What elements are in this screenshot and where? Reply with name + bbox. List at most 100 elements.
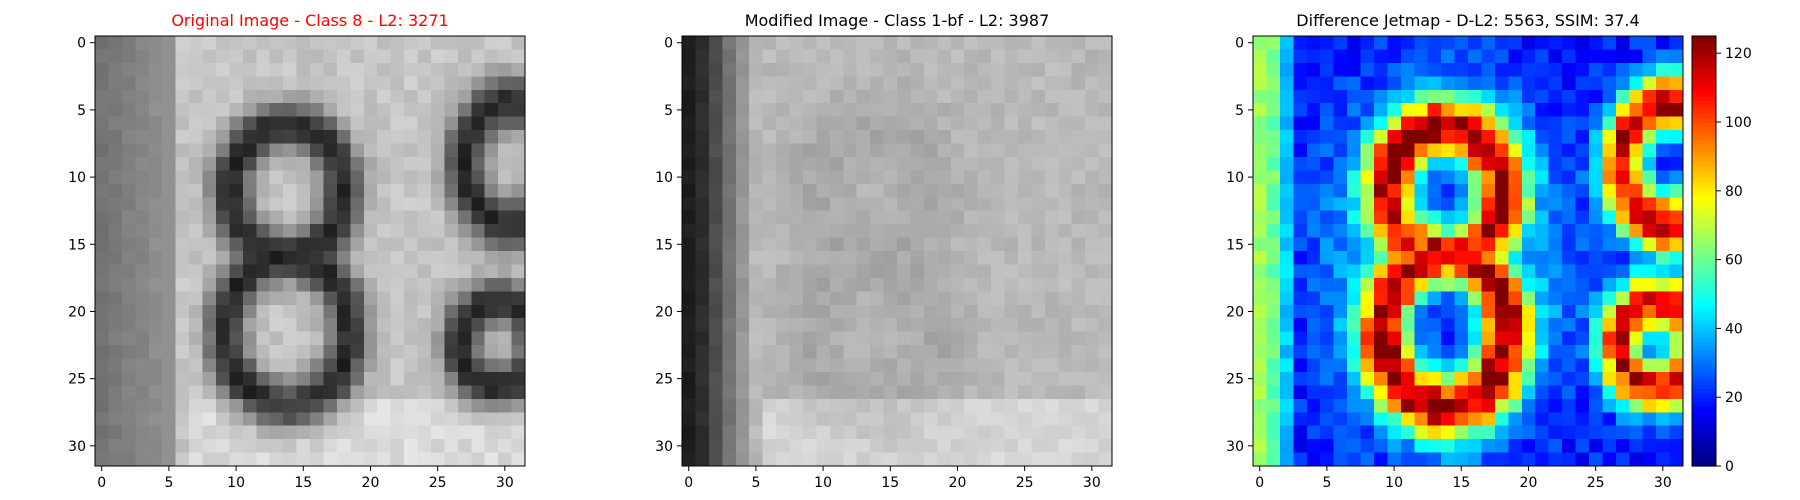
heatmap-cell xyxy=(1414,143,1429,158)
heatmap-cell xyxy=(283,398,298,413)
heatmap-cell xyxy=(1387,143,1402,158)
heatmap-cell xyxy=(1071,452,1086,467)
heatmap-cell xyxy=(484,277,499,292)
heatmap-cell xyxy=(363,89,378,104)
heatmap-cell xyxy=(1427,210,1442,225)
heatmap-cell xyxy=(1481,116,1496,131)
heatmap-cell xyxy=(269,398,284,413)
heatmap-cell xyxy=(1454,210,1469,225)
colorbar-segment xyxy=(1692,371,1716,377)
heatmap-cell xyxy=(323,251,338,266)
heatmap-cell xyxy=(776,371,791,386)
heatmap-cell xyxy=(215,36,230,51)
heatmap-cell xyxy=(1004,210,1019,225)
heatmap-cell xyxy=(121,36,136,51)
heatmap-cell xyxy=(350,170,365,185)
heatmap-cell xyxy=(1031,224,1046,239)
heatmap-cell xyxy=(1253,439,1268,454)
heatmap-cell xyxy=(1548,89,1563,104)
heatmap-cell xyxy=(471,398,486,413)
heatmap-cell xyxy=(457,318,472,333)
heatmap-cell xyxy=(108,224,123,239)
heatmap-cell xyxy=(789,277,804,292)
heatmap-cell xyxy=(829,304,844,319)
heatmap-cell xyxy=(843,156,858,171)
heatmap-cell xyxy=(135,277,150,292)
heatmap-cell xyxy=(202,224,217,239)
heatmap-cell xyxy=(121,264,136,279)
heatmap-cell xyxy=(977,398,992,413)
heatmap-cell xyxy=(1602,385,1617,400)
heatmap-cell xyxy=(897,425,912,440)
heatmap-cell xyxy=(175,452,190,467)
heatmap-cell xyxy=(964,304,979,319)
heatmap-cell xyxy=(789,452,804,467)
heatmap-cell xyxy=(1562,304,1577,319)
heatmap-cell xyxy=(1058,425,1073,440)
heatmap-cell xyxy=(1521,371,1536,386)
heatmap-cell xyxy=(789,103,804,118)
heatmap-cell xyxy=(310,425,325,440)
heatmap-cell xyxy=(202,183,217,198)
heatmap-cell xyxy=(950,237,965,252)
panel-2-image xyxy=(682,36,1113,467)
heatmap-cell xyxy=(1629,331,1644,346)
heatmap-cell xyxy=(363,116,378,131)
heatmap-cell xyxy=(735,103,750,118)
colorbar-segment xyxy=(1692,401,1716,407)
heatmap-cell xyxy=(1629,36,1644,51)
heatmap-cell xyxy=(1562,251,1577,266)
heatmap-cell xyxy=(256,385,271,400)
heatmap-cell xyxy=(923,210,938,225)
heatmap-cell xyxy=(1588,412,1603,427)
heatmap-cell xyxy=(1058,62,1073,77)
heatmap-cell xyxy=(1521,425,1536,440)
heatmap-cell xyxy=(1347,331,1362,346)
heatmap-cell xyxy=(215,116,230,131)
heatmap-cell xyxy=(1071,412,1086,427)
heatmap-cell xyxy=(350,103,365,118)
heatmap-cell xyxy=(444,439,459,454)
heatmap-cell xyxy=(1085,439,1100,454)
heatmap-cell xyxy=(1468,304,1483,319)
heatmap-cell xyxy=(296,425,311,440)
heatmap-cell xyxy=(722,224,737,239)
heatmap-cell xyxy=(708,103,723,118)
heatmap-cell xyxy=(1427,318,1442,333)
heatmap-cell xyxy=(336,264,351,279)
heatmap-cell xyxy=(1427,425,1442,440)
heatmap-cell xyxy=(175,358,190,373)
heatmap-cell xyxy=(350,331,365,346)
heatmap-cell xyxy=(229,331,244,346)
heatmap-cell xyxy=(829,291,844,306)
heatmap-cell xyxy=(856,304,871,319)
heatmap-cell xyxy=(1085,76,1100,91)
heatmap-cell xyxy=(310,358,325,373)
heatmap-cell xyxy=(1333,264,1348,279)
heatmap-cell xyxy=(229,237,244,252)
heatmap-cell xyxy=(484,318,499,333)
colorbar-segment xyxy=(1692,203,1716,209)
heatmap-cell xyxy=(1656,398,1671,413)
y-tick-label: 5 xyxy=(77,103,86,119)
heatmap-cell xyxy=(1071,170,1086,185)
heatmap-cell xyxy=(121,156,136,171)
heatmap-cell xyxy=(404,103,419,118)
heatmap-cell xyxy=(498,439,513,454)
heatmap-cell xyxy=(1521,452,1536,467)
heatmap-cell xyxy=(1098,76,1113,91)
heatmap-cell xyxy=(910,385,925,400)
heatmap-cell xyxy=(1400,277,1415,292)
heatmap-cell xyxy=(377,49,392,64)
heatmap-cell xyxy=(484,36,499,51)
y-tick-label: 10 xyxy=(68,170,86,186)
heatmap-cell xyxy=(511,331,526,346)
heatmap-cell xyxy=(1629,412,1644,427)
heatmap-cell xyxy=(269,170,284,185)
heatmap-cell xyxy=(444,36,459,51)
heatmap-cell xyxy=(1615,156,1630,171)
heatmap-cell xyxy=(950,156,965,171)
x-tick-label: 0 xyxy=(97,475,106,491)
heatmap-cell xyxy=(1293,291,1308,306)
heatmap-cell xyxy=(1521,358,1536,373)
